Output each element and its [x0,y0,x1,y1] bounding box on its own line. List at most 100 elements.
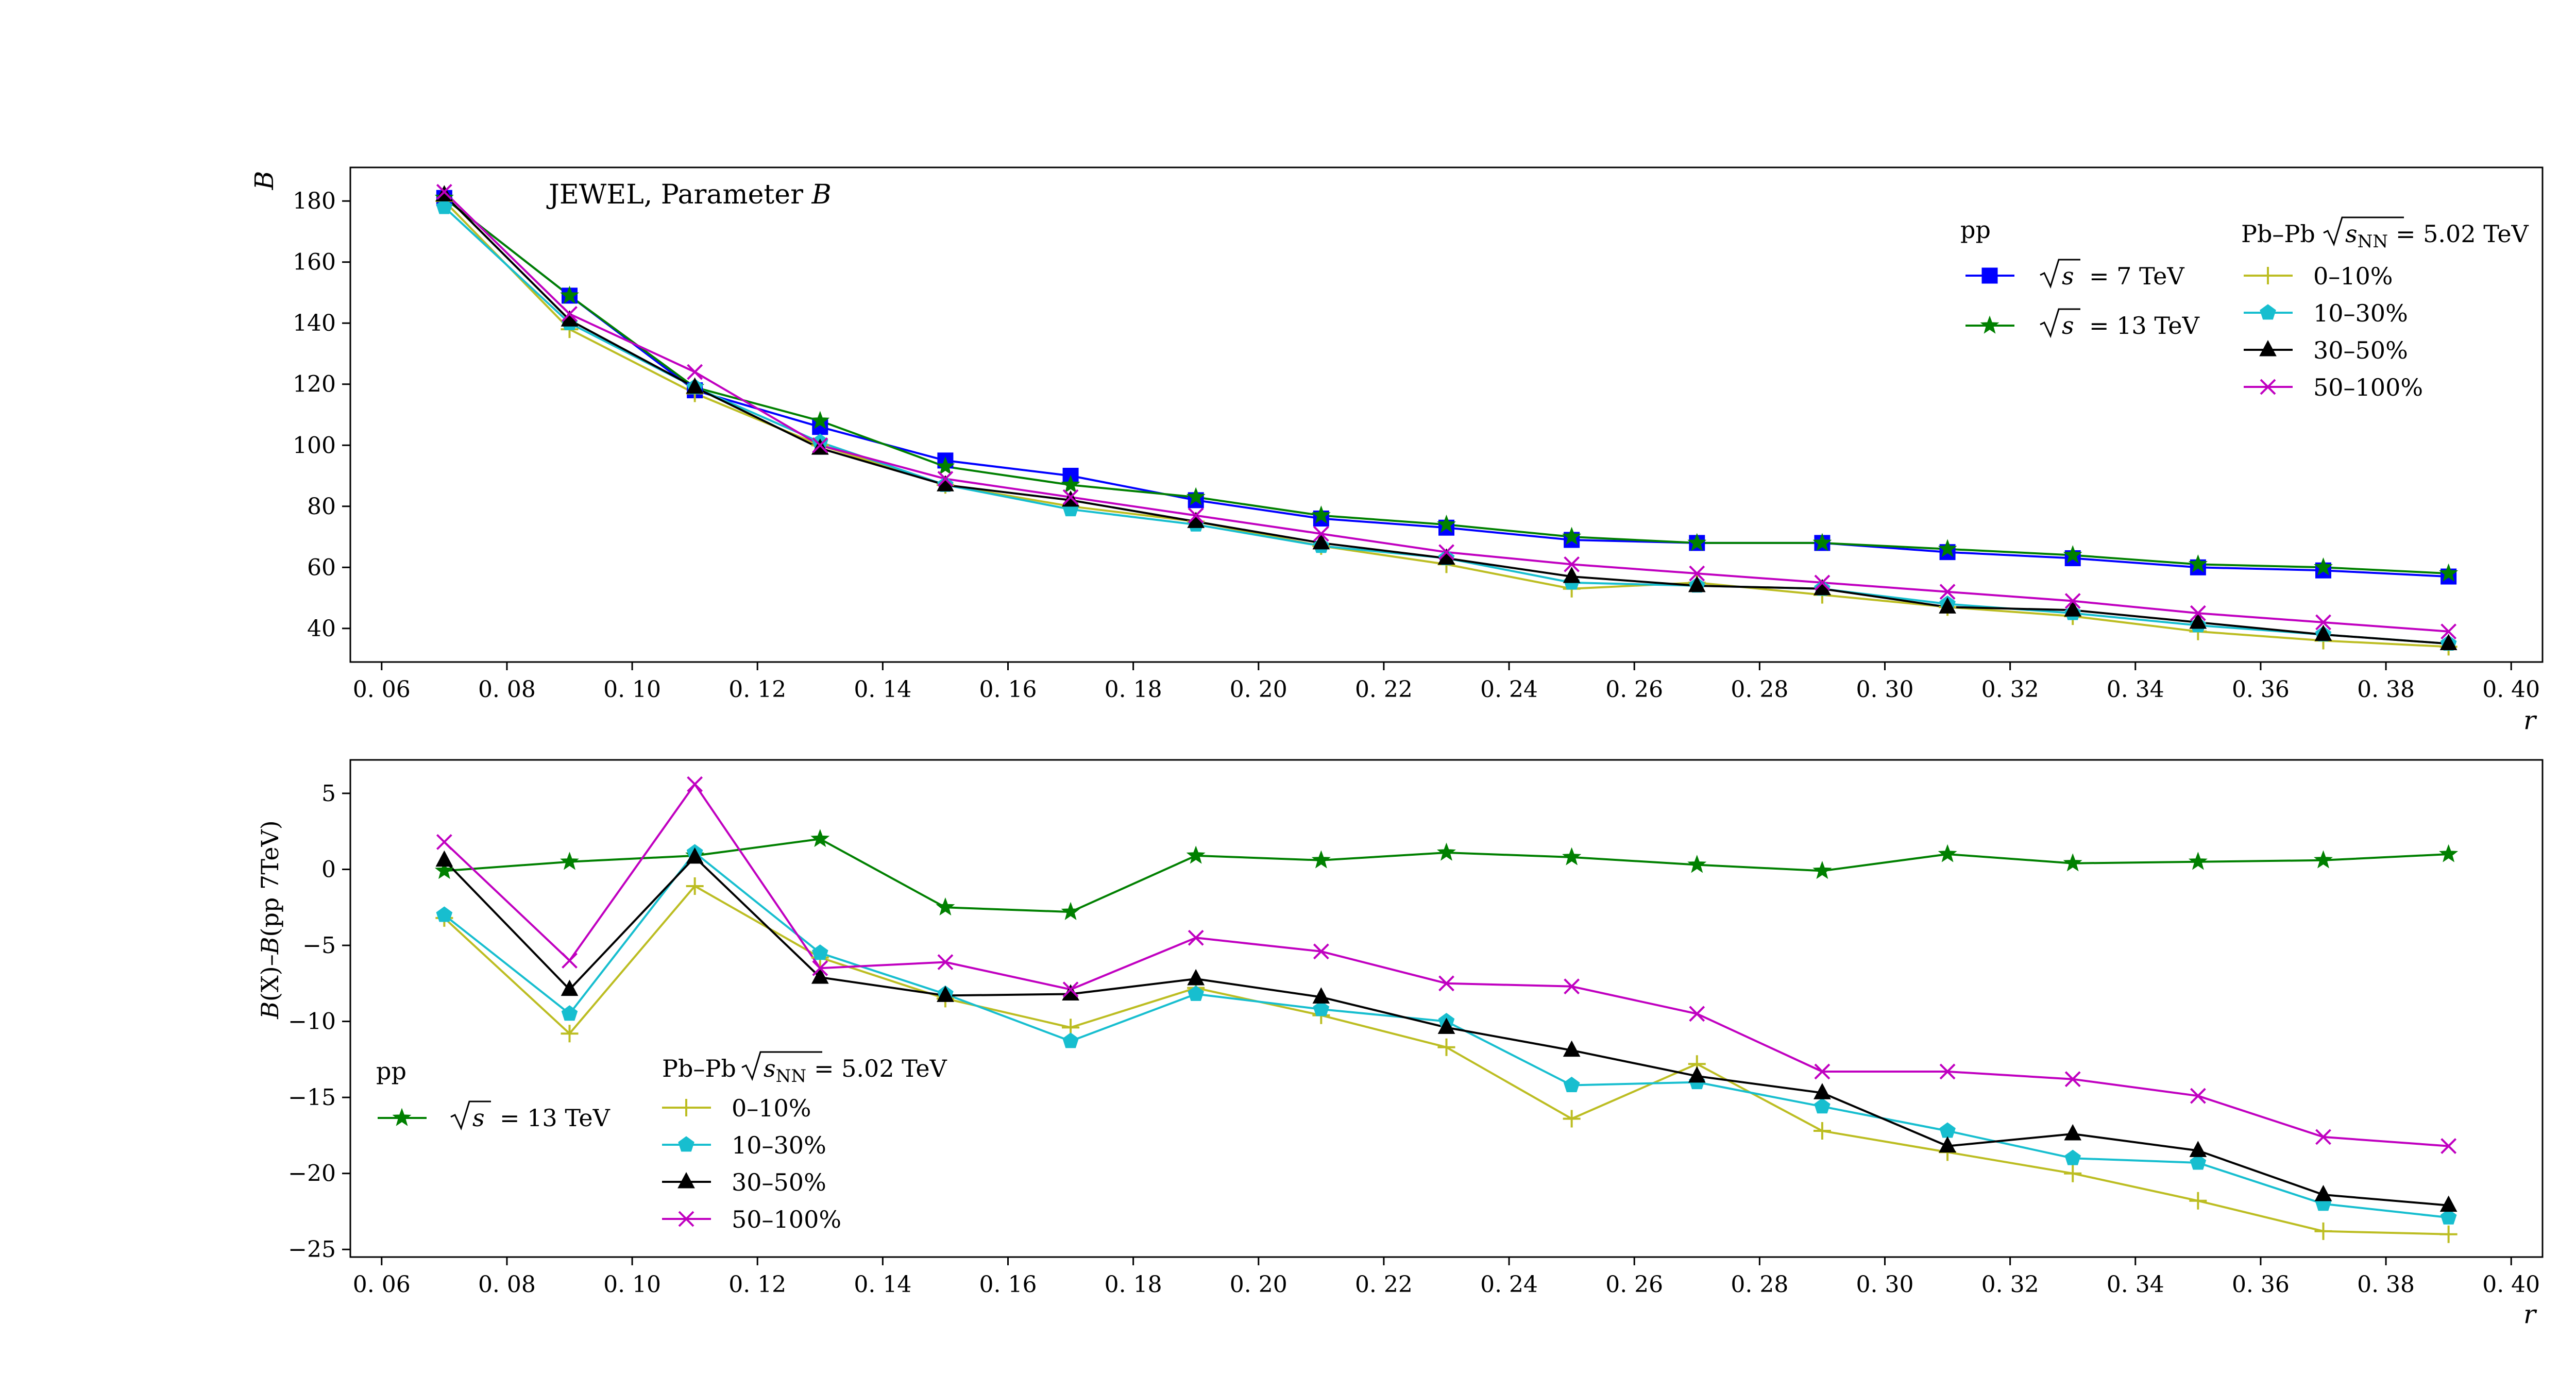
top-data-point-c50 [812,437,828,453]
bottom-data-point-pp13 [1938,844,1957,862]
bottom-data-point-pp13 [936,897,955,915]
top-x-tick-label: 0. 24 [1480,676,1538,703]
bottom-legend-pbpb-title: Pb–Pb [662,1055,736,1082]
bottom-x-tick-label: 0. 12 [728,1271,786,1298]
top-legend-label-c0: 0–10% [2313,262,2393,290]
top-x-tick-label: 0. 16 [979,676,1037,703]
top-data-point-pp13 [2314,557,2333,576]
top-data-point-pp13 [2063,545,2082,564]
top-x-tick-label: 0. 34 [2107,676,2164,703]
bottom-data-point-c0 [1437,1038,1455,1056]
sqrt-symbol [450,1100,491,1131]
top-data-point-pp13 [1687,533,1707,551]
bottom-data-point-c30 [686,847,704,864]
bottom-legend-entry-c0: 0–10% [662,1094,811,1122]
bottom-x-tick-label: 0. 36 [2232,1271,2290,1298]
bottom-data-point-c50 [1814,1063,1831,1080]
bottom-data-point-c50 [2190,1088,2206,1104]
bottom-data-point-c10 [2064,1149,2081,1165]
top-x-tick-label: 0. 18 [1105,676,1162,703]
top-data-point-c50 [687,364,703,380]
bottom-y-tick-label: −20 [288,1161,336,1187]
bottom-data-point-pp13 [560,852,579,870]
top-data-point-c50 [1438,544,1454,561]
bottom-x-tick-label: 0. 20 [1230,1271,1287,1298]
top-x-tick-label: 0. 06 [353,676,411,703]
top-x-tick-label: 0. 36 [2232,676,2290,703]
bottom-y-tick-label: −25 [288,1236,336,1263]
top-data-point-c50 [1689,565,1705,582]
sqrt-subscript: NN [2358,231,2388,252]
top-x-tick-label: 0. 10 [603,676,661,703]
bottom-axes-frame [349,759,2544,1258]
bottom-marker-layer [434,776,2459,1243]
top-series-layer [443,191,2449,648]
top-data-point-c50 [562,306,578,322]
bottom-data-point-c50 [687,776,703,792]
bottom-legend-entry-c30: 30–50% [662,1168,826,1196]
top-y-tick-label: 120 [293,371,336,398]
top-data-point-c50 [2441,623,2457,640]
top-data-point-pp13 [1061,474,1080,494]
bottom-x-tick-label: 0. 06 [353,1271,411,1298]
top-x-tick-label: 0. 30 [1856,676,1914,703]
top-legend-entry-pp13: s = 13 TeV [1965,308,2200,340]
sqrt-argument: s [472,1104,485,1132]
bottom-data-point-c10 [2440,1209,2457,1225]
bottom-y-tick-label: −15 [288,1084,336,1111]
top-data-point-c50 [1188,507,1204,523]
top-x-tick-label: 0. 12 [728,676,786,703]
bottom-data-point-c10 [1563,1076,1580,1092]
bottom-legend-label-pp13: = 13 TeV [500,1104,611,1132]
bottom-data-point-c10 [1188,985,1204,1001]
top-panel-parameter-b: 0. 06 0. 08 0. 10 0. 12 0. 14 0. 16 0. 18 0. 20… [249,166,2544,735]
bottom-data-point-pp13 [1687,855,1707,873]
top-data-point-pp13 [560,285,579,304]
top-data-point-pp13 [1938,539,1957,557]
bottom-legend-marker-c30 [677,1172,695,1189]
bottom-data-point-c0 [2189,1192,2207,1210]
bottom-x-tick-label: 0. 38 [2357,1271,2415,1298]
bottom-x-axis-ticks: 0. 06 0. 08 0. 10 0. 12 0. 14 0. 16 0. 18 0. 20… [353,1257,2540,1298]
bottom-data-point-c50 [937,954,954,970]
top-x-tick-label: 0. 22 [1355,676,1413,703]
top-x-axis-label: r [2523,705,2537,735]
bottom-data-point-c0 [561,1025,579,1043]
top-data-point-pp13 [1812,533,1832,551]
bottom-data-point-c30 [2314,1184,2332,1201]
bottom-x-tick-label: 0. 34 [2107,1271,2164,1298]
top-y-tick-label: 60 [307,554,336,581]
top-legend-marker-pp7 [1981,267,1998,284]
top-legend-marker-c10 [2260,304,2276,320]
top-data-point-c50 [1939,584,1956,600]
bottom-data-point-c10 [2190,1154,2207,1170]
bottom-y-tick-label: 5 [321,781,336,807]
top-legend-entry-pp7: s = 7 TeV [1965,259,2184,290]
top-y-tick-label: 180 [293,188,336,214]
bottom-data-point-c50 [2315,1129,2331,1145]
bottom-legend-pp-title: pp [376,1057,406,1085]
sqrt-argument: sNN [2345,220,2388,252]
top-x-tick-label: 0. 20 [1230,676,1287,703]
top-legend-entry-c50: 50–100% [2244,374,2423,401]
bottom-data-point-c50 [812,960,828,976]
bottom-x-tick-label: 0. 18 [1105,1271,1162,1298]
top-legend-marker-c50 [2260,379,2276,395]
top-x-axis-ticks: 0. 06 0. 08 0. 10 0. 12 0. 14 0. 16 0. 18 0. 20… [353,662,2540,703]
bottom-data-point-c30 [2189,1141,2207,1157]
top-data-point-c10 [436,198,453,214]
bottom-x-tick-label: 0. 24 [1480,1271,1538,1298]
bottom-x-tick-label: 0. 30 [1856,1271,1914,1298]
top-x-tick-label: 0. 08 [478,676,536,703]
bottom-data-point-c30 [1437,1017,1455,1034]
top-data-point-c50 [1313,525,1329,542]
bottom-data-point-pp13 [1186,845,1206,864]
bottom-x-tick-label: 0. 26 [1605,1271,1663,1298]
top-data-point-c50 [2064,593,2081,609]
bottom-data-point-pp13 [2063,853,2082,872]
bottom-data-point-c30 [435,850,453,867]
sqrt-argument: sNN [764,1055,806,1087]
bottom-data-point-c10 [561,1005,578,1021]
top-x-tick-label: 0. 14 [854,676,911,703]
top-data-point-c50 [436,183,452,200]
